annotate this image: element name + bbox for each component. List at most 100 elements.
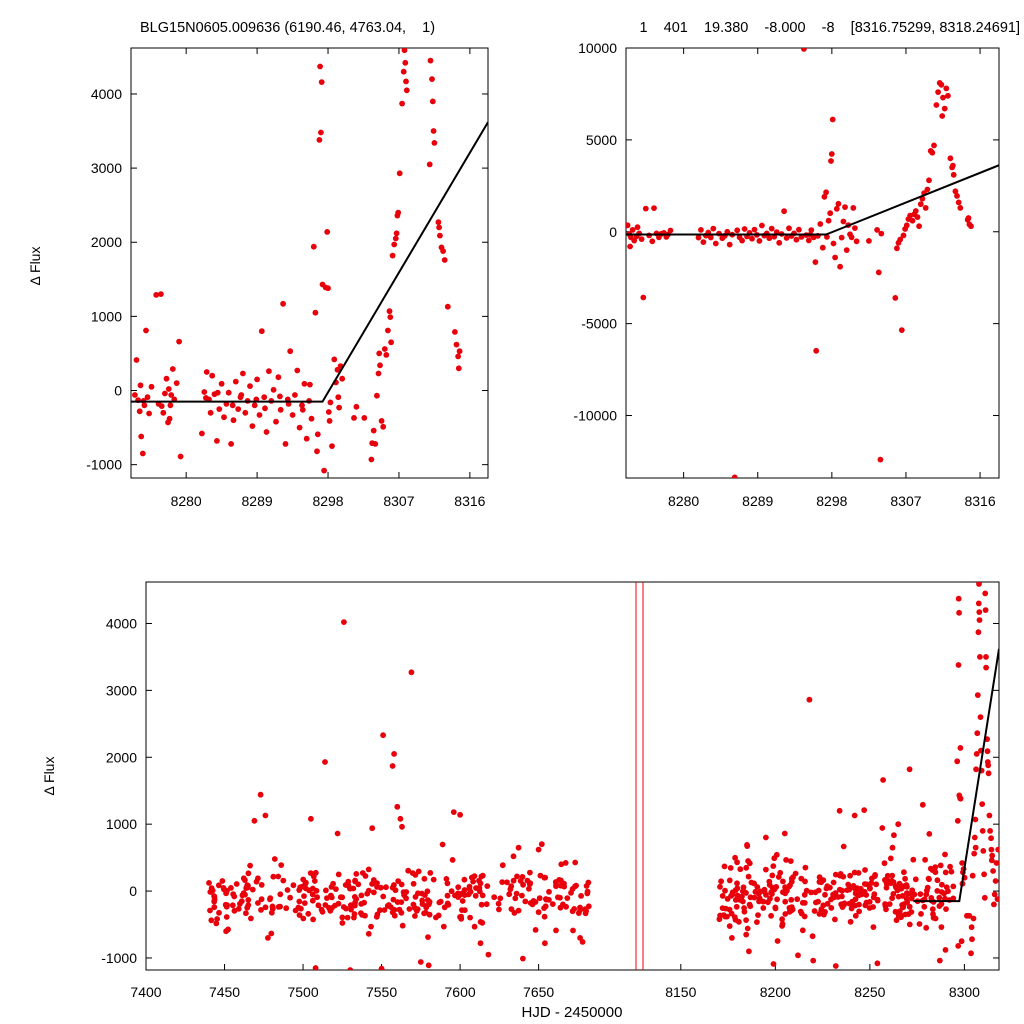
panel-bottom-point xyxy=(381,907,388,913)
panel-bottom-point xyxy=(851,885,858,892)
panel-top-left-xtick-label: 8289 xyxy=(242,493,273,509)
panel-bottom-point xyxy=(830,879,837,886)
panel-top-right-point xyxy=(649,238,656,245)
panel-bottom-point xyxy=(906,766,913,773)
panel-bottom-point xyxy=(515,907,522,914)
panel-top-left-point xyxy=(387,314,394,320)
panel-bottom-point xyxy=(937,862,944,869)
panel-bottom-point xyxy=(976,617,983,623)
panel-bottom-point xyxy=(955,595,962,602)
panel-top-right-point xyxy=(835,200,842,207)
panel-bottom-point xyxy=(747,894,754,901)
panel-bottom-ylabel: Δ Flux xyxy=(41,757,57,796)
panel-top-left-point xyxy=(169,366,176,372)
panel-top-right-point xyxy=(965,215,972,221)
panel-bottom-point xyxy=(988,846,995,853)
panel-top-right-point xyxy=(950,171,957,178)
panel-bottom-point xyxy=(510,853,517,860)
panel-top-left-point xyxy=(229,402,236,409)
panel-top-left-point xyxy=(282,441,289,447)
panel-top-left-point xyxy=(292,392,298,398)
panel-top-left-point xyxy=(452,329,458,335)
panel-bottom-point xyxy=(373,913,380,920)
panel-bottom-ytick-label: 3000 xyxy=(106,682,137,698)
panel-top-left-point xyxy=(230,417,237,424)
panel-top-right-title: 1 401 19.380 -8.000 -8 [8316.75299, 8318… xyxy=(639,20,1020,36)
panel-bottom-point xyxy=(970,915,977,922)
panel-bottom-point xyxy=(966,912,973,919)
panel-bottom-ytick-label: 1000 xyxy=(106,816,137,832)
panel-bottom-point xyxy=(529,901,536,908)
panel-bottom-point xyxy=(439,841,446,848)
panel-bottom-point xyxy=(991,891,998,898)
panel-bottom-point xyxy=(470,878,476,885)
panel-bottom-point xyxy=(974,692,981,698)
panel-bottom-point xyxy=(477,940,484,947)
panel-bottom-point xyxy=(519,892,525,899)
panel-bottom-point xyxy=(956,609,962,616)
panel-bottom-point xyxy=(301,900,308,906)
panel-bottom-point xyxy=(277,891,284,898)
panel-bottom-point xyxy=(538,841,545,848)
panel-top-right-point xyxy=(786,225,792,232)
panel-bottom-point xyxy=(508,883,515,890)
panel-bottom-point xyxy=(801,900,808,906)
panel-top-right-point xyxy=(838,234,845,241)
panel-bottom-point xyxy=(986,812,993,819)
panel-bottom-point xyxy=(987,828,993,834)
panel-top-right-point xyxy=(939,113,946,119)
panel-bottom-point xyxy=(526,885,532,892)
panel-bottom-point xyxy=(223,914,230,920)
panel-bottom-point xyxy=(841,902,847,908)
panel-bottom-point xyxy=(980,848,987,854)
panel-top-right-point xyxy=(626,222,631,229)
panel-bottom-point xyxy=(541,913,548,920)
panel-top-left-point xyxy=(395,209,402,216)
panel-bottom-point xyxy=(466,885,473,892)
panel-top-right-point xyxy=(830,240,837,247)
panel-bottom-point xyxy=(905,911,912,917)
panel-bottom-point xyxy=(873,881,880,888)
panel-top-right-point xyxy=(805,237,812,244)
panel-top-left-model-line xyxy=(131,121,488,403)
panel-bottom-point xyxy=(351,911,358,917)
panel-top-right-ytick-label: 0 xyxy=(609,224,617,240)
panel-bottom-point xyxy=(722,887,728,894)
panel-bottom-point xyxy=(954,758,961,765)
panel-bottom-point xyxy=(862,867,868,873)
panel-bottom-point xyxy=(957,745,964,751)
panel-bottom-point xyxy=(213,920,220,927)
panel-bottom-xtick-label: 8250 xyxy=(854,984,885,1000)
panel-top-right-point xyxy=(874,227,880,233)
panel-bottom-point xyxy=(938,901,945,907)
panel-bottom-point xyxy=(476,886,482,893)
panel-top-left-point xyxy=(374,392,380,399)
panel-bottom-point xyxy=(287,894,293,901)
panel-bottom-point xyxy=(892,908,899,915)
panel-top-left-point xyxy=(221,414,227,421)
panel-top-right-point xyxy=(853,238,860,245)
panel-bottom-point xyxy=(766,882,773,888)
panel-top-left-point xyxy=(136,408,143,415)
panel-top-left-point xyxy=(370,427,377,434)
panel-top-right-point xyxy=(724,228,731,235)
panel-bottom-point xyxy=(988,857,995,864)
panel-top-left-point xyxy=(396,170,403,177)
panel-bottom-point xyxy=(584,890,591,897)
panel-bottom-point xyxy=(467,914,473,921)
panel-top-left-point xyxy=(138,433,145,440)
panel-top-left-title: BLG15N0605.009636 (6190.46, 4763.04, 1) xyxy=(140,20,435,36)
panel-bottom-point xyxy=(339,920,346,926)
panel-top-left-ylabel: Δ Flux xyxy=(27,247,43,286)
panel-bottom-point xyxy=(262,904,269,911)
panel-bottom-point xyxy=(353,896,360,902)
panel-top-left-point xyxy=(310,243,317,250)
panel-bottom-point xyxy=(339,914,346,921)
panel-bottom-point xyxy=(890,879,897,885)
panel-top-left-point xyxy=(314,448,320,455)
panel-top-right-point xyxy=(897,236,904,243)
panel-bottom-point xyxy=(427,870,434,876)
panel-top-left-point xyxy=(143,327,149,334)
panel-bottom-point xyxy=(726,877,733,884)
